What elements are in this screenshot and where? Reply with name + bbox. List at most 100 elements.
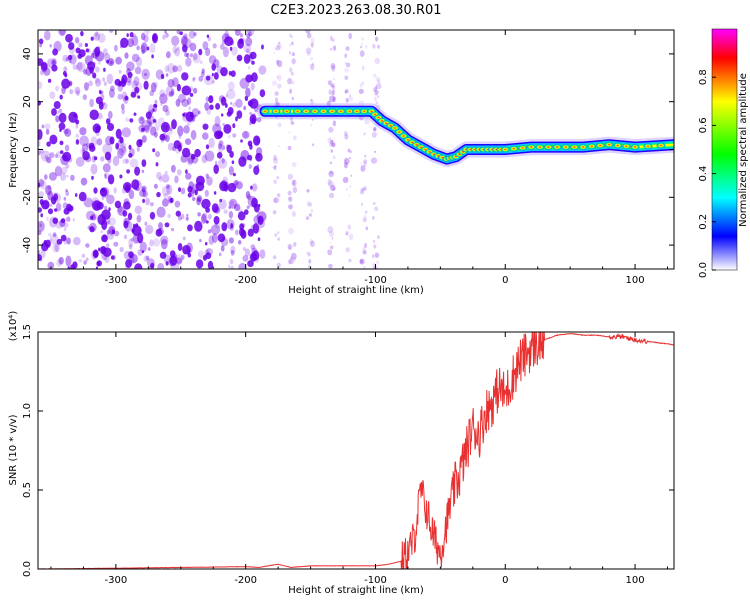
noise-speckle bbox=[49, 204, 53, 207]
noise-speckle bbox=[247, 228, 254, 237]
noise-speckle bbox=[328, 142, 334, 147]
noise-speckle bbox=[100, 101, 106, 107]
noise-speckle bbox=[110, 85, 115, 92]
noise-speckle bbox=[51, 59, 57, 66]
noise-speckle bbox=[84, 43, 88, 47]
noise-speckle bbox=[38, 254, 42, 261]
noise-speckle bbox=[97, 33, 106, 43]
y-tick-label: 1.5 bbox=[22, 324, 33, 340]
noise-speckle bbox=[171, 227, 174, 232]
noise-speckle bbox=[138, 116, 145, 125]
noise-speckle bbox=[248, 31, 253, 37]
signal-track-peak bbox=[604, 141, 614, 148]
snr-y-ticks: 0.0 0.5 1.0 1.5 bbox=[22, 324, 674, 577]
noise-speckle bbox=[170, 260, 180, 269]
noise-speckle bbox=[191, 154, 199, 164]
noise-speckle bbox=[101, 195, 105, 201]
noise-speckle bbox=[255, 226, 261, 233]
noise-speckle bbox=[90, 136, 98, 147]
noise-speckle bbox=[377, 95, 380, 99]
noise-speckle bbox=[205, 47, 211, 57]
noise-speckle bbox=[364, 242, 367, 248]
noise-speckle bbox=[252, 223, 260, 234]
noise-speckle bbox=[329, 137, 332, 141]
noise-speckle bbox=[185, 169, 188, 174]
noise-speckle bbox=[257, 219, 265, 228]
noise-speckle bbox=[345, 247, 350, 253]
noise-speckle bbox=[45, 128, 50, 135]
noise-speckle bbox=[360, 45, 363, 49]
noise-speckle bbox=[274, 47, 277, 51]
noise-speckle bbox=[362, 246, 366, 253]
noise-speckle bbox=[228, 166, 234, 176]
noise-speckle bbox=[103, 67, 106, 72]
noise-speckle bbox=[307, 252, 311, 257]
noise-speckle bbox=[375, 36, 379, 42]
noise-speckle bbox=[94, 202, 100, 211]
noise-speckle bbox=[230, 223, 233, 228]
noise-speckle bbox=[55, 153, 58, 159]
noise-speckle bbox=[164, 65, 170, 73]
noise-speckle bbox=[233, 203, 241, 211]
noise-speckle bbox=[112, 155, 120, 167]
noise-speckle bbox=[208, 55, 217, 65]
noise-speckle bbox=[98, 89, 102, 93]
noise-speckle bbox=[206, 176, 213, 186]
noise-speckle bbox=[128, 144, 132, 150]
noise-speckle bbox=[230, 101, 233, 105]
noise-speckle bbox=[58, 112, 67, 123]
noise-speckle bbox=[44, 155, 48, 160]
noise-speckle bbox=[232, 102, 237, 108]
noise-speckle bbox=[329, 95, 336, 103]
noise-speckle bbox=[238, 262, 247, 269]
noise-speckle bbox=[205, 207, 211, 213]
noise-speckle bbox=[41, 242, 49, 252]
noise-speckle bbox=[332, 142, 336, 147]
noise-speckle bbox=[364, 155, 367, 158]
noise-speckle bbox=[220, 67, 228, 77]
noise-speckle bbox=[186, 52, 190, 58]
noise-speckle bbox=[55, 85, 60, 92]
noise-speckle bbox=[117, 147, 124, 159]
noise-speckle bbox=[78, 42, 83, 48]
noise-speckle bbox=[212, 80, 215, 84]
noise-speckle bbox=[190, 130, 197, 140]
noise-speckle bbox=[211, 233, 218, 244]
noise-speckle bbox=[60, 172, 67, 181]
noise-speckle bbox=[38, 139, 41, 147]
noise-speckle bbox=[197, 212, 201, 217]
noise-speckle bbox=[196, 195, 203, 202]
noise-speckle bbox=[189, 42, 197, 52]
colorbar-tick-label: 0.2 bbox=[698, 214, 709, 230]
noise-speckle bbox=[121, 91, 128, 102]
noise-speckle bbox=[201, 154, 208, 164]
noise-speckle bbox=[182, 245, 191, 255]
noise-speckle bbox=[58, 108, 63, 114]
noise-speckle bbox=[236, 181, 243, 190]
noise-speckle bbox=[117, 205, 123, 213]
noise-speckle bbox=[127, 212, 133, 221]
x-tick-label: -100 bbox=[364, 575, 387, 586]
noise-speckle bbox=[69, 89, 74, 95]
noise-speckle bbox=[38, 81, 43, 90]
noise-speckle bbox=[363, 159, 368, 164]
noise-speckle bbox=[276, 176, 279, 180]
noise-speckle bbox=[329, 161, 333, 165]
noise-speckle bbox=[185, 57, 192, 67]
noise-speckle bbox=[234, 179, 239, 186]
noise-speckle bbox=[151, 54, 154, 59]
noise-speckle bbox=[192, 76, 196, 81]
noise-speckle bbox=[243, 43, 252, 54]
noise-speckle bbox=[376, 260, 380, 266]
noise-speckle bbox=[93, 250, 99, 257]
noise-speckle bbox=[198, 75, 204, 82]
noise-speckle bbox=[332, 45, 337, 51]
noise-speckle bbox=[242, 255, 249, 262]
noise-speckle bbox=[40, 148, 44, 154]
noise-speckle bbox=[104, 174, 107, 179]
noise-speckle bbox=[247, 260, 254, 268]
noise-speckle bbox=[120, 103, 125, 110]
noise-speckle bbox=[230, 40, 235, 46]
noise-speckle bbox=[51, 64, 58, 72]
noise-speckle bbox=[205, 173, 209, 179]
